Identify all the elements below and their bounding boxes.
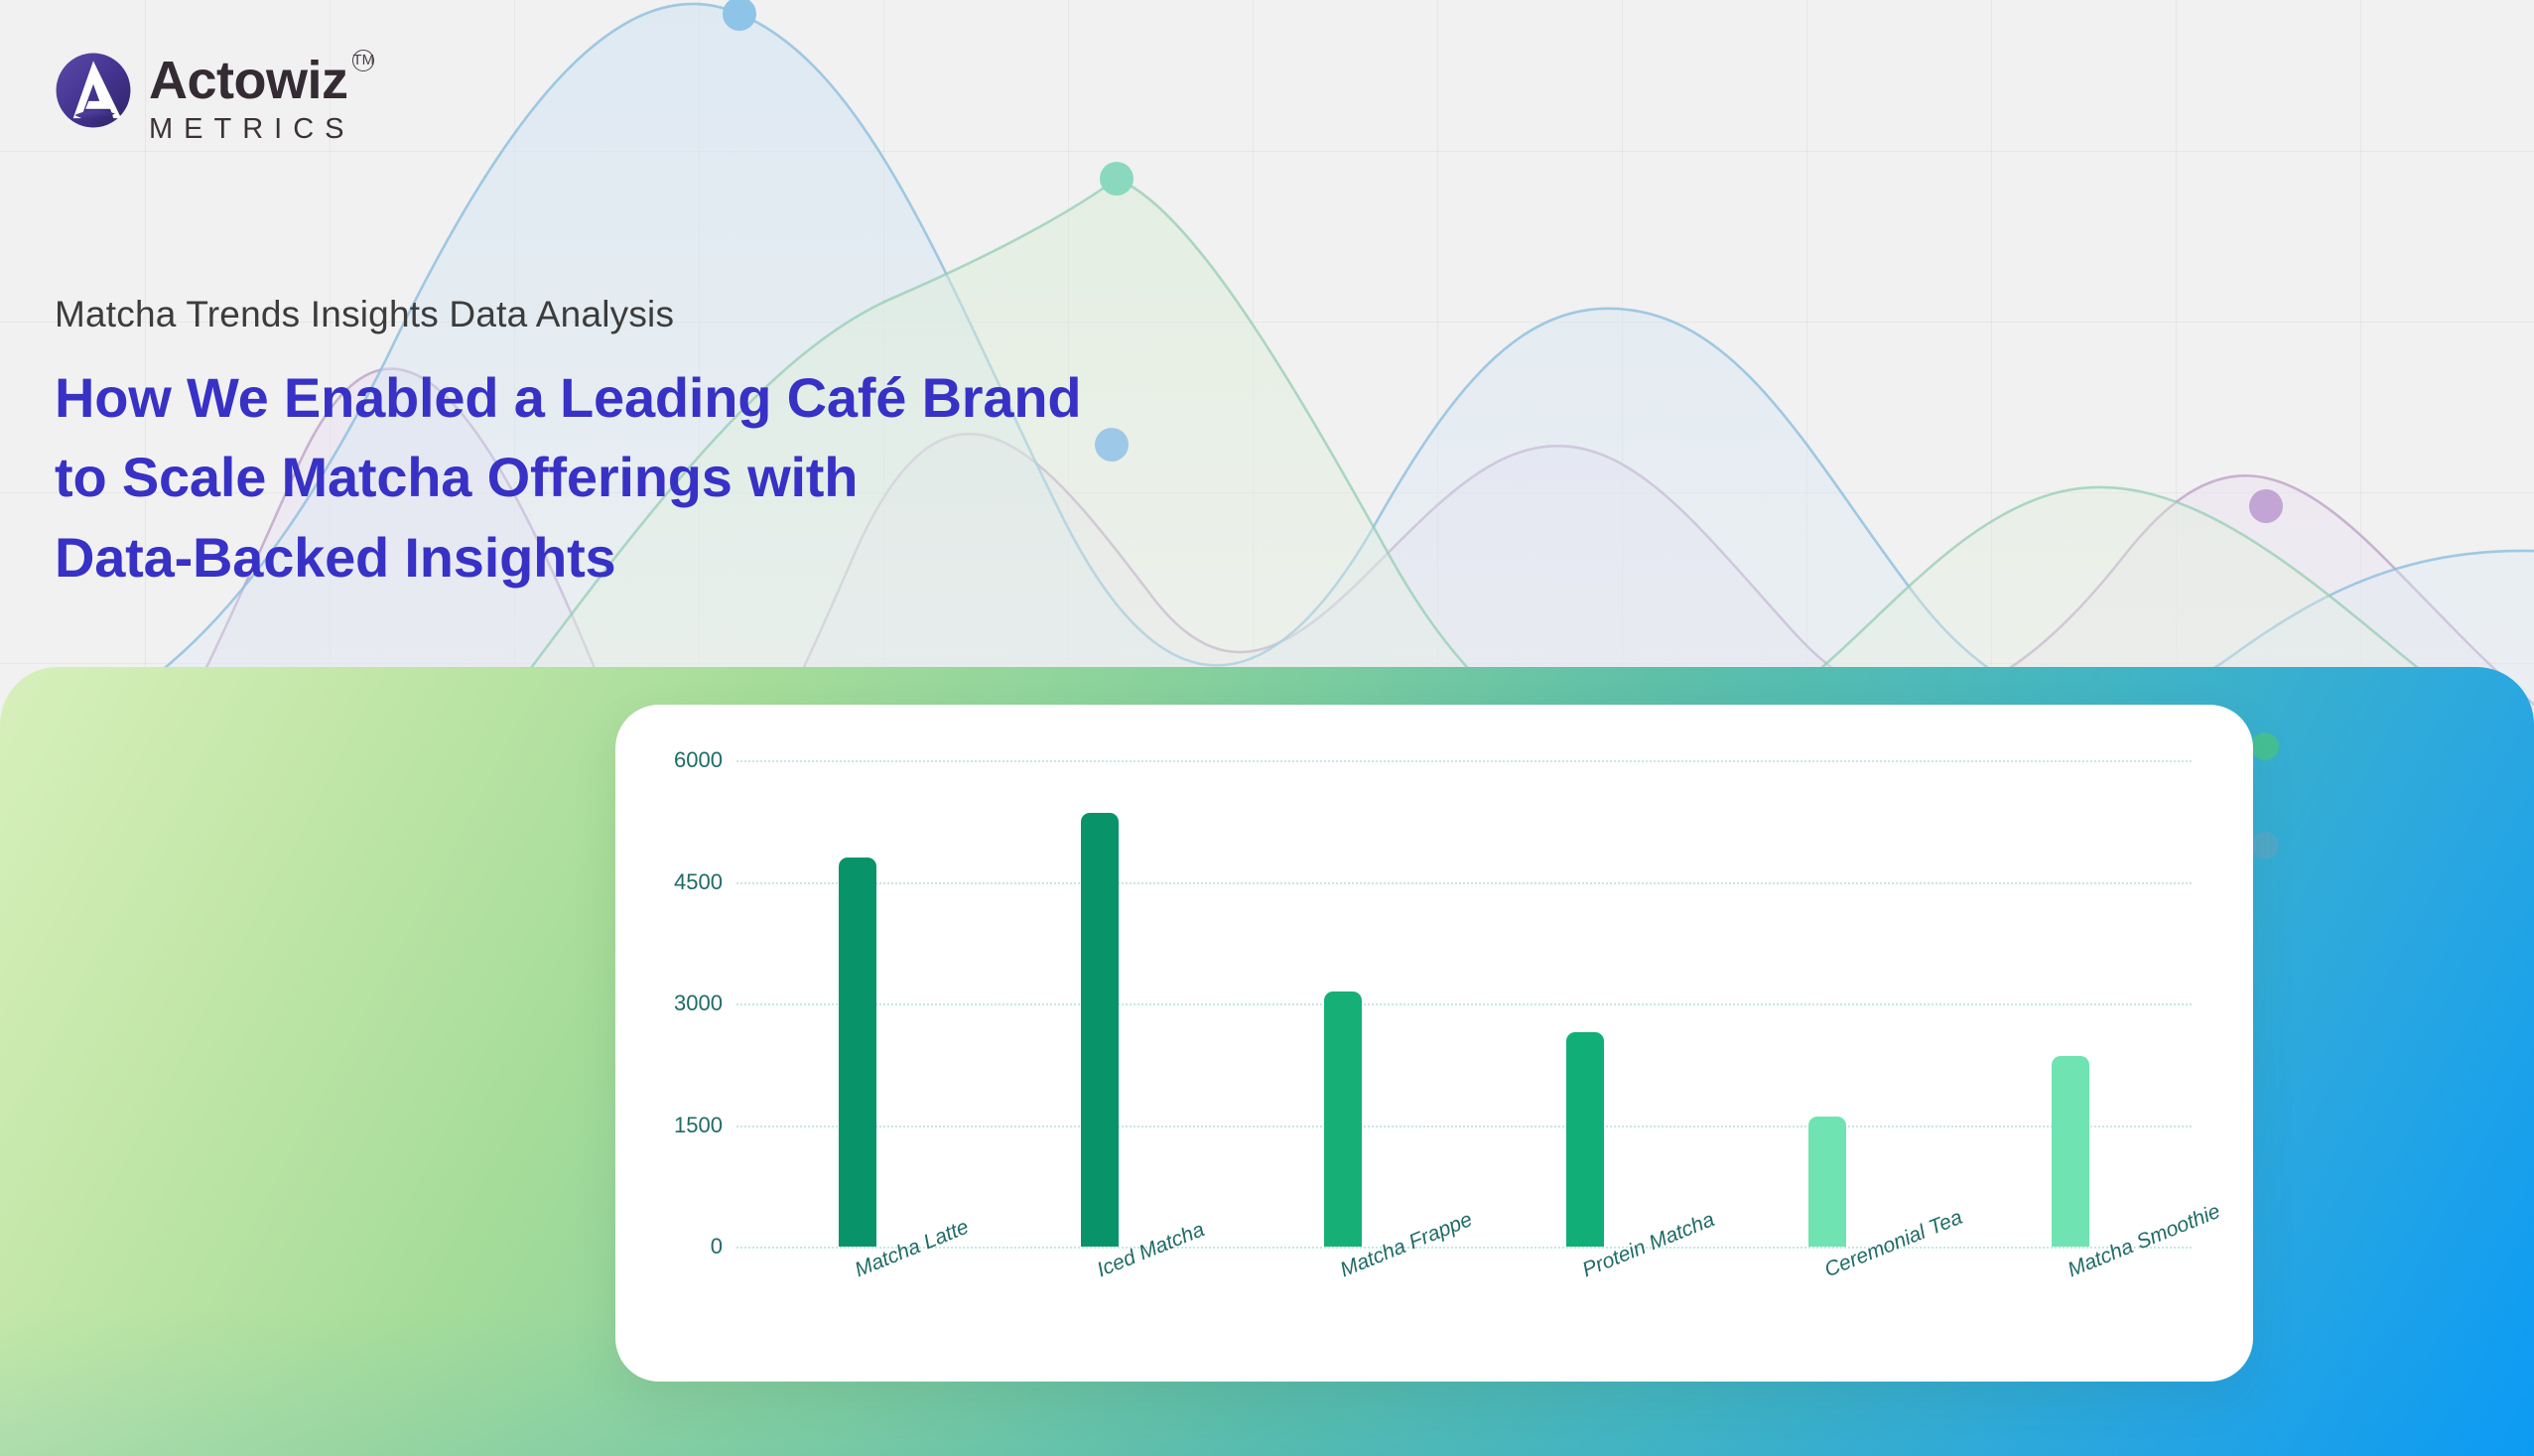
chart-plot-area: 0 1500 3000 4500 6000 Matcha Latte Iced Match…	[674, 747, 2223, 1281]
hero-text-block: Matcha Trends Insights Data Analysis How…	[55, 293, 1082, 597]
chart-bars: Matcha Latte Iced Matcha Matcha Frappe Prot…	[736, 760, 2223, 1281]
bar[interactable]	[1323, 991, 1362, 1247]
chart-card: 0 1500 3000 4500 6000 Matcha Latte Iced Match…	[615, 705, 2253, 1382]
logo-subtitle: METRICS	[149, 113, 355, 145]
y-axis-tick-label: 3000	[674, 991, 723, 1015]
y-axis-tick-label: 1500	[674, 1112, 723, 1137]
gridline	[736, 1247, 2192, 1249]
band-dot-blue	[2251, 832, 2279, 860]
headline-line-1: How We Enabled a Leading Café Brand	[55, 366, 1082, 430]
bar-column[interactable]: Ceremonial Tea	[1706, 760, 1966, 1281]
brand-logo[interactable]: Actowiz TM METRICS	[55, 50, 374, 145]
bar-column[interactable]: Iced Matcha	[979, 760, 1221, 1281]
hero-eyebrow: Matcha Trends Insights Data Analysis	[55, 294, 675, 334]
page-title: How We Enabled a Leading Café Brand to S…	[55, 358, 1082, 596]
bar[interactable]	[839, 858, 877, 1247]
bar[interactable]	[1808, 1117, 1847, 1247]
bar-column[interactable]: Matcha Smoothie	[1949, 760, 2223, 1281]
bar-chart: 0 1500 3000 4500 6000 Matcha Latte Iced Match…	[615, 705, 2253, 1382]
headline-line-2: to Scale Matcha Offerings with	[55, 446, 859, 509]
bar[interactable]	[1081, 813, 1120, 1247]
bar-column[interactable]: Matcha Frappe	[1222, 760, 1475, 1281]
bar-column[interactable]: Protein Matcha	[1464, 760, 1718, 1281]
logo-wordmark-text: Actowiz	[149, 51, 348, 110]
y-axis-tick-label: 0	[710, 1234, 723, 1258]
bar-column[interactable]: Matcha Latte	[736, 760, 979, 1281]
band-dot-teal	[2251, 732, 2279, 760]
bar[interactable]	[1566, 1031, 1605, 1247]
logo-wordmark: Actowiz TM	[149, 50, 374, 110]
y-axis-tick-label: 6000	[674, 747, 723, 772]
bar[interactable]	[2051, 1056, 2089, 1247]
y-axis-tick-label: 4500	[674, 868, 723, 894]
gridline	[736, 1125, 2192, 1127]
actowiz-a-monogram-icon	[56, 53, 131, 128]
trademark-icon: TM	[351, 50, 374, 71]
headline-line-3: Data-Backed Insights	[55, 525, 616, 589]
